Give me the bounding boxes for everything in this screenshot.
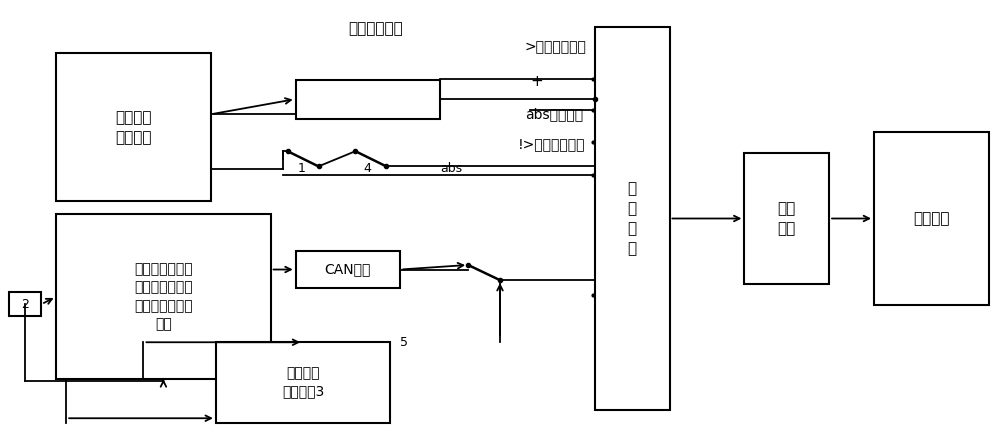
Text: 2: 2 (21, 298, 29, 311)
Text: abs手力扭矩: abs手力扭矩 (525, 108, 583, 121)
Text: !>预设手力阈值: !>预设手力阈值 (518, 138, 585, 152)
Bar (9, 292, 41, 316)
Text: 电机驱动: 电机驱动 (913, 211, 950, 226)
Text: +: + (530, 74, 543, 89)
Bar (56, 53, 211, 201)
Text: 5: 5 (400, 336, 408, 349)
Text: 合
并
计
算: 合 并 计 算 (628, 181, 637, 256)
Text: 手动辅助指令: 手动辅助指令 (348, 21, 403, 36)
Bar (874, 132, 989, 305)
Text: 4: 4 (363, 162, 371, 175)
Bar (595, 28, 670, 409)
Text: 最终
指令: 最终 指令 (778, 201, 796, 236)
Bar (296, 251, 400, 288)
Bar (296, 80, 440, 118)
Text: >预设手力阈值: >预设手力阈值 (525, 40, 587, 54)
Text: 智能辅助转向或
智能驾驶转向策
略，转角或转矩
指令: 智能辅助转向或 智能驾驶转向策 略，转角或转矩 指令 (134, 262, 193, 331)
Text: 裁决模块
满足条件3: 裁决模块 满足条件3 (282, 366, 324, 399)
Bar (56, 214, 271, 379)
Text: CAN指令: CAN指令 (325, 263, 371, 277)
Bar (744, 153, 829, 284)
Bar (216, 342, 390, 423)
Text: abs: abs (440, 162, 462, 175)
Text: 1: 1 (298, 162, 305, 175)
Text: 手动转向
控制策略: 手动转向 控制策略 (115, 110, 152, 145)
